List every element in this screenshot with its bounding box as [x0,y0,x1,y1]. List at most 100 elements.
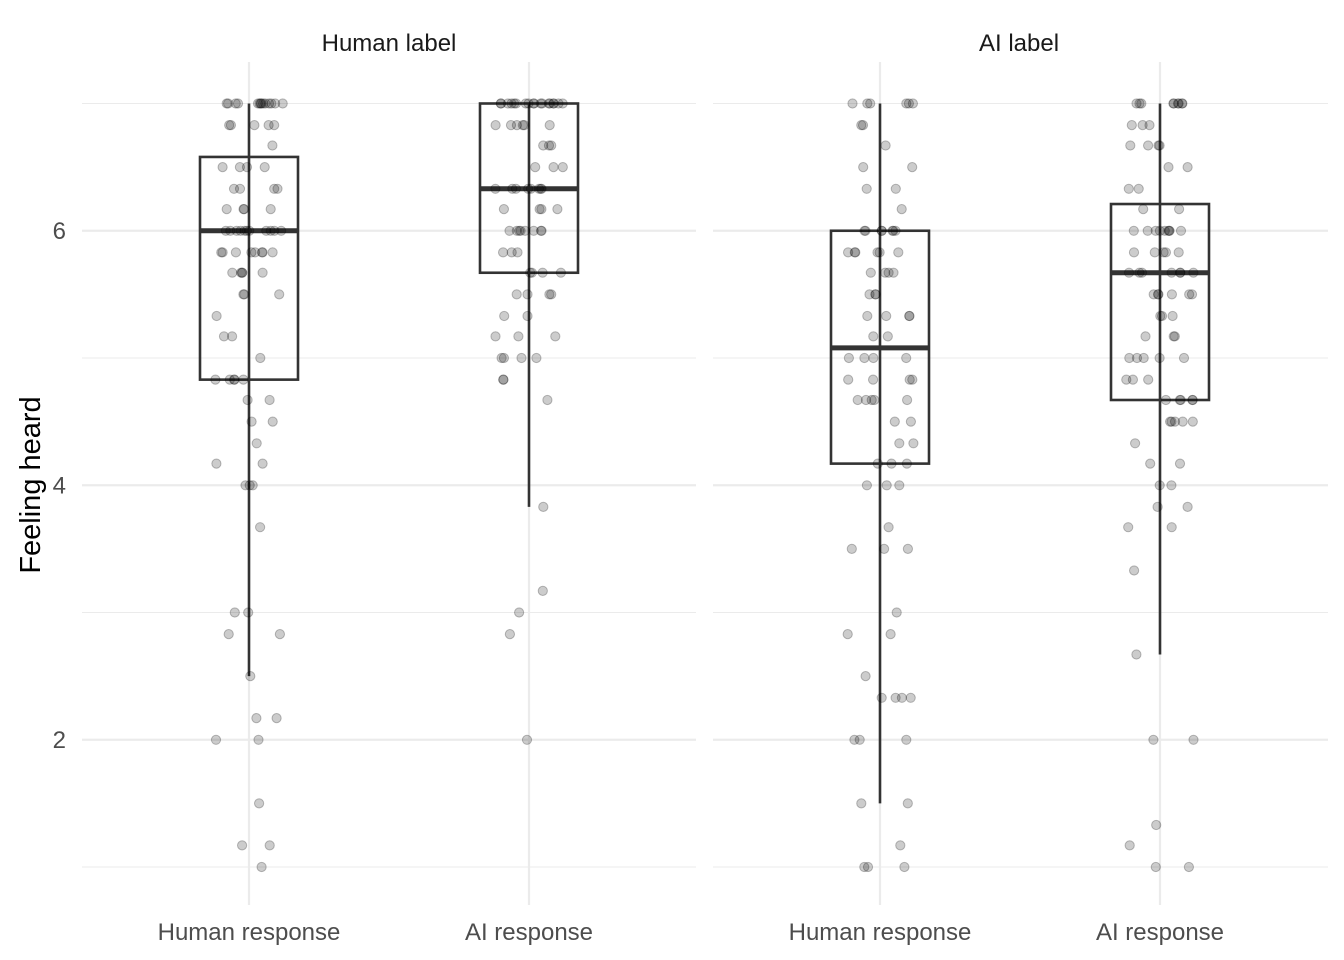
data-point [225,225,236,236]
data-point [865,267,876,278]
data-point [513,331,524,342]
data-point [1182,162,1193,173]
data-point [1150,861,1161,873]
x-tick-label: Human response [158,919,341,946]
data-point [511,120,523,131]
data-point [218,331,230,342]
data-point [536,183,547,194]
y-tick-label: 6 [53,218,66,245]
data-point [548,98,559,109]
data-point [1136,98,1147,109]
data-point [1173,98,1184,109]
data-point [538,140,549,151]
data-point [272,183,283,194]
data-point [535,183,546,194]
data-point [239,225,250,236]
data-point [852,394,863,406]
data-point [274,289,285,300]
data-point [511,289,522,300]
data-point [237,267,248,278]
data-point [548,98,559,109]
data-point [277,98,288,109]
data-point [241,225,252,236]
data-point [1184,289,1195,300]
data-point [533,183,545,194]
data-point [1123,267,1135,278]
data-point [1124,840,1135,851]
data-point [1158,247,1169,258]
data-point [498,352,509,364]
data-point [498,204,509,215]
data-point [1176,98,1188,109]
data-point [224,374,235,385]
label-layer: 2 4 6 Feeling heard Human label Human respons… [15,30,1224,946]
facet-title: Human label [322,30,457,57]
data-point [258,98,269,109]
data-point [1153,289,1164,300]
data-point [250,247,261,258]
data-point [506,247,517,258]
data-point [1136,267,1148,278]
data-point [519,120,530,131]
data-point [1169,331,1180,342]
data-point [230,247,241,258]
data-point [902,543,914,555]
data-point [526,267,538,278]
data-point [1154,140,1165,151]
data-point [1168,98,1179,109]
data-point [510,98,522,109]
data-point [1143,140,1154,151]
data-point [256,861,267,873]
data-point [907,98,919,109]
data-point [235,267,247,278]
data-point [888,267,899,278]
data-point [876,225,887,236]
data-point [888,225,899,236]
data-point [1142,225,1153,236]
data-point [251,713,262,724]
data-point [891,607,902,618]
data-point [523,98,534,109]
data-point [1174,204,1185,215]
data-point [1124,352,1135,364]
data-point [253,734,264,745]
data-point [1126,120,1137,131]
data-point [495,98,506,109]
y-axis-title: Feeling heard [15,396,47,573]
data-point [861,480,873,491]
data-point [254,98,265,109]
data-point [1134,267,1145,278]
data-point [230,98,241,109]
data-point [887,225,898,236]
data-point [907,374,918,385]
data-point [904,374,915,385]
data-point [1128,225,1139,236]
data-point [890,692,901,703]
data-point [510,183,522,194]
data-point [894,480,905,491]
data-point [1138,204,1149,215]
data-point [254,798,265,809]
data-point [536,204,547,215]
data-point [885,629,896,640]
data-point [490,120,501,131]
data-point [1187,394,1198,406]
data-point [1163,162,1174,173]
data-point [515,225,526,236]
data-point [542,394,553,406]
data-point [255,352,266,364]
data-point [846,543,857,555]
data-point [1175,267,1186,278]
data-point [522,289,533,300]
data-point [220,225,231,236]
data-point [856,798,867,809]
data-point [1166,267,1177,278]
data-point [505,120,517,131]
data-point [1152,501,1163,512]
box-iqr [1109,202,1211,402]
data-point [269,120,280,131]
data-point [1188,734,1199,745]
data-point [216,247,227,258]
data-point [227,267,238,278]
data-point [270,98,281,109]
